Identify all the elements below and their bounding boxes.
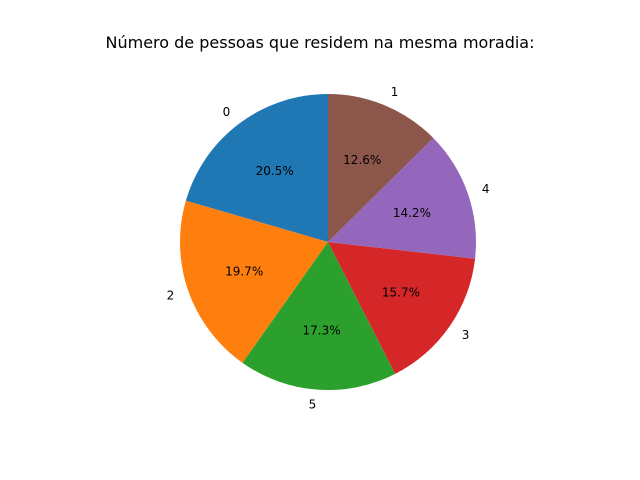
slice-category-label: 0 (223, 105, 231, 119)
slice-category-label: 1 (391, 85, 399, 99)
slice-percent-label: 19.7% (225, 264, 263, 278)
chart-title: Número de pessoas que residem na mesma m… (105, 33, 535, 52)
slice-percent-label: 17.3% (303, 324, 341, 338)
pie-slice-5 (242, 242, 396, 391)
pie-slice-3 (328, 242, 476, 374)
slice-category-label: 3 (462, 328, 470, 342)
slice-category-label: 4 (482, 182, 490, 196)
pie-slice-1 (328, 94, 434, 242)
pie-slice-2 (180, 200, 328, 363)
slice-percent-label: 20.5% (256, 164, 294, 178)
pie-slice-0 (185, 94, 328, 242)
slice-category-label: 2 (167, 289, 175, 303)
slice-percent-label: 14.2% (393, 206, 431, 220)
slice-percent-label: 12.6% (343, 153, 381, 167)
slice-percent-label: 15.7% (382, 286, 420, 300)
slice-category-label: 5 (309, 397, 317, 411)
pie-slice-4 (328, 138, 477, 259)
